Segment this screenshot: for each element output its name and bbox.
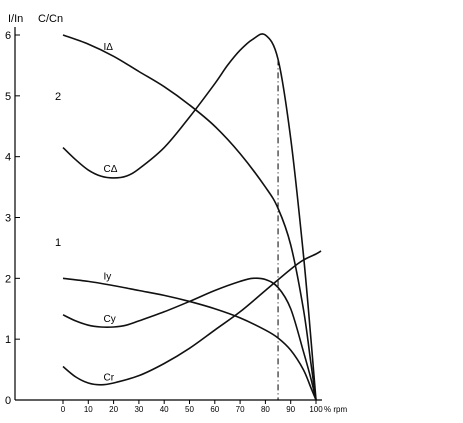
series-line-i-0 bbox=[62, 34, 317, 401]
x-tick-label-10: 10 bbox=[84, 405, 93, 414]
curve-label-3: Cy bbox=[103, 314, 115, 325]
y-tick-label-5: 5 bbox=[5, 91, 11, 103]
chart-labels: IΔ CΔ Iy Cy Cr bbox=[103, 42, 117, 383]
x-tick-label-30: 30 bbox=[134, 405, 143, 414]
y-tick-label-4: 4 bbox=[5, 152, 11, 164]
torque-tick-label-2: 2 bbox=[55, 91, 61, 103]
x-tick-label-60: 60 bbox=[210, 405, 219, 414]
x-unit-label: % rpm bbox=[324, 405, 347, 414]
y-tick-label-3: 3 bbox=[5, 213, 11, 225]
series-line-cr-4 bbox=[62, 250, 322, 386]
x-tick-label-100: 100 bbox=[309, 405, 323, 414]
torque-tick-label-1: 1 bbox=[55, 237, 61, 249]
y-tick-label-0: 0 bbox=[5, 395, 11, 407]
curve-label-0: IΔ bbox=[103, 42, 113, 53]
y-tick-label-6: 6 bbox=[5, 30, 11, 42]
series-line-iy-2 bbox=[62, 277, 317, 401]
chart-curves bbox=[62, 33, 322, 401]
x-tick-label-0: 0 bbox=[61, 405, 66, 414]
series-line-cy-3 bbox=[62, 277, 317, 401]
x-tick-label-40: 40 bbox=[160, 405, 169, 414]
x-tick-label-20: 20 bbox=[109, 405, 118, 414]
x-tick-label-70: 70 bbox=[236, 405, 245, 414]
y-axis-title-torque: C/Cn bbox=[38, 13, 63, 25]
curve-label-1: CΔ bbox=[103, 164, 117, 175]
x-tick-label-80: 80 bbox=[261, 405, 270, 414]
y-tick-label-2: 2 bbox=[5, 273, 11, 285]
series-line-c-1 bbox=[62, 33, 317, 401]
x-tick-label-50: 50 bbox=[185, 405, 194, 414]
y-tick-label-1: 1 bbox=[5, 334, 11, 346]
x-tick-label-90: 90 bbox=[286, 405, 295, 414]
chart-axes bbox=[14, 27, 322, 401]
curve-label-2: Iy bbox=[103, 272, 111, 283]
y-axis-title-current: I/In bbox=[8, 13, 23, 25]
curve-label-4: Cr bbox=[103, 373, 114, 384]
